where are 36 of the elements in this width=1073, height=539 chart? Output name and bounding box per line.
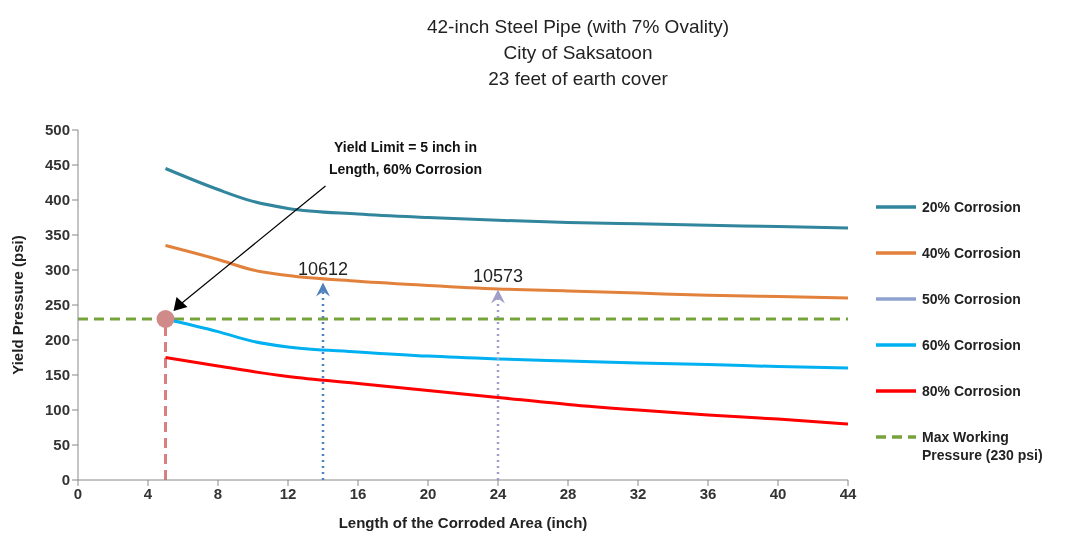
x-tick-label: 40 (769, 484, 787, 502)
y-tick-label: 50 (53, 436, 70, 454)
x-tick-label: 24 (489, 484, 507, 502)
x-axis-title: Length of the Corroded Area (inch) (338, 514, 588, 531)
x-tick-label: 8 (213, 484, 223, 502)
annotation: Yield Limit = 5 inch in Length, 60% Corrosion (328, 139, 483, 177)
chart-title: 42-inch Steel Pipe (with 7% Ovality) City of Saksatoon 23 feet of earth cover (426, 15, 730, 91)
x-tick-label: 44 (839, 484, 857, 502)
legend-label: 80% Corrosion (922, 382, 1021, 400)
x-tick-label: 16 (349, 484, 367, 502)
legend-label: 20% Corrosion (922, 198, 1021, 216)
y-tick-label: 350 (44, 226, 70, 244)
y-tick-label: 250 (44, 296, 70, 314)
y-tick-label: 450 (44, 156, 70, 174)
y-axis-title: Yield Pressure (psi) (9, 235, 27, 375)
x-tick-label: 4 (143, 484, 153, 502)
x-tick-label: 0 (73, 484, 83, 502)
y-tick-label: 500 (44, 121, 70, 139)
annotation: 10612 (297, 258, 349, 279)
x-tick-label: 36 (699, 484, 717, 502)
x-tick-label: 12 (279, 484, 297, 502)
y-tick-label: 200 (44, 331, 70, 349)
y-tick-label: 300 (44, 261, 70, 279)
legend-label: 40% Corrosion (922, 244, 1021, 262)
y-tick-label: 150 (44, 366, 70, 384)
legend-label: 60% Corrosion (922, 336, 1021, 354)
x-tick-label: 20 (419, 484, 437, 502)
legend-label: 50% Corrosion (922, 290, 1021, 308)
legend-label: Max Working Pressure (230 psi) (922, 428, 1044, 464)
annotation: 10573 (472, 265, 524, 286)
y-tick-label: 100 (44, 401, 70, 419)
y-tick-label: 400 (44, 191, 70, 209)
x-tick-label: 28 (559, 484, 577, 502)
y-tick-label: 0 (61, 471, 70, 489)
x-tick-label: 32 (629, 484, 647, 502)
line-series (164, 356, 848, 426)
